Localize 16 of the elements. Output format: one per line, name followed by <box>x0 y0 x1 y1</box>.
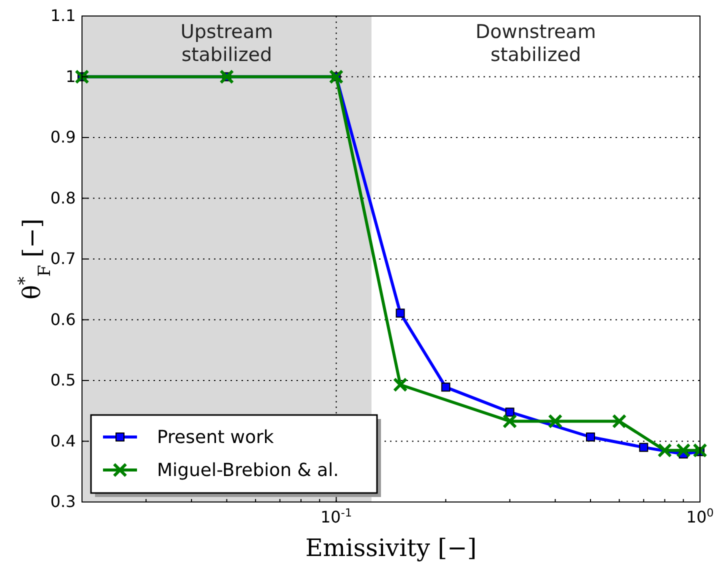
x-tick-label: 10$^{-1}$ <box>320 506 352 527</box>
legend-label: Present work <box>157 427 274 448</box>
y-tick-label: 0.7 <box>50 249 76 268</box>
x-tick-label: 10$^{0}$ <box>686 506 714 527</box>
y-tick-label: 0.4 <box>50 431 76 450</box>
y-tick-label: 0.5 <box>50 370 76 390</box>
y-tick-label: 0.6 <box>50 310 76 329</box>
y-tick-label: 1 <box>66 66 76 86</box>
y-tick-label: 0.3 <box>50 492 76 512</box>
x-axis-title: Emissivity [−] <box>305 534 477 562</box>
annotation: Downstream stabilized <box>476 21 596 66</box>
band-label: Upstream stabilized <box>180 21 274 66</box>
y-tick-label: 0.8 <box>50 188 76 208</box>
legend-label: Miguel-Brebion & al. <box>157 460 339 481</box>
y-tick-label: 1.1 <box>50 6 76 26</box>
y-tick-label: 0.9 <box>50 128 76 147</box>
